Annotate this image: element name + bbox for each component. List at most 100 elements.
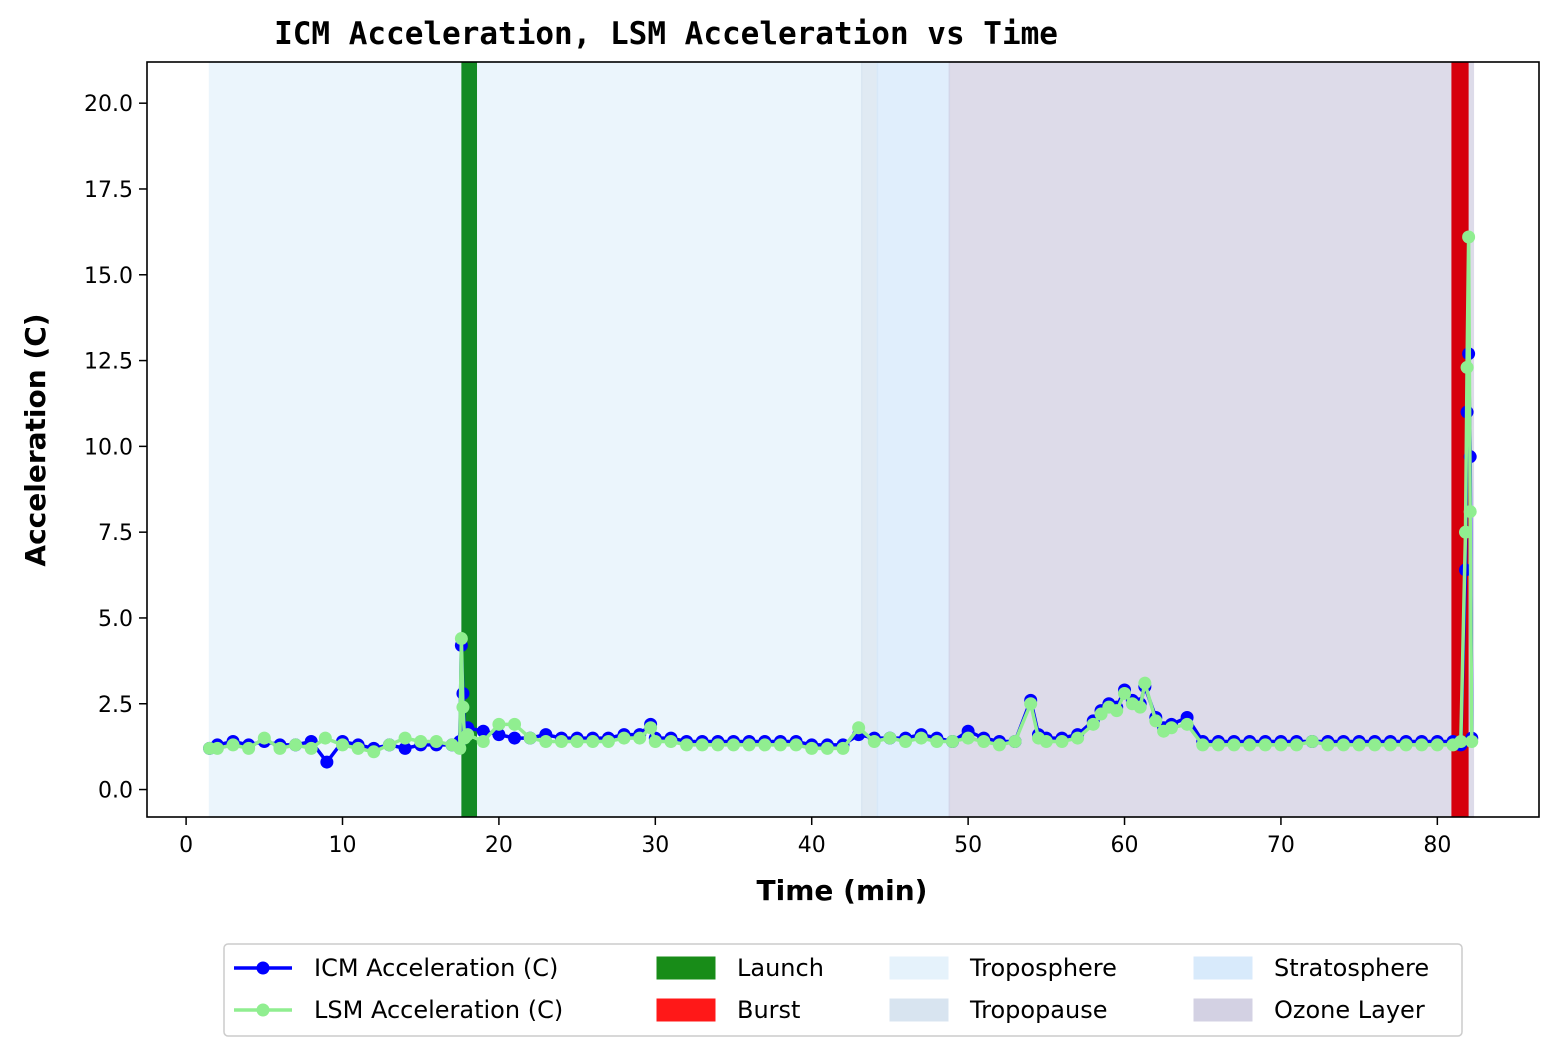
- series-point-lsm: [554, 735, 568, 748]
- legend-label-tropopause: Tropopause: [969, 996, 1108, 1024]
- series-point-lsm: [742, 738, 756, 752]
- series-point-lsm: [1454, 735, 1468, 748]
- x-tick-label: 60: [1111, 833, 1139, 858]
- y-tick-label: 10.0: [84, 435, 133, 460]
- series-point-lsm: [289, 738, 303, 752]
- series-point-lsm: [336, 738, 350, 752]
- region-stratosphere: [876, 61, 951, 818]
- series-point-lsm: [414, 735, 428, 748]
- series-point-lsm: [454, 632, 468, 646]
- series-point-lsm: [1368, 738, 1382, 752]
- series-point-lsm: [304, 741, 318, 755]
- series-point-lsm: [695, 738, 709, 752]
- series-point-lsm: [1290, 738, 1304, 752]
- series-point-lsm: [1243, 738, 1257, 752]
- legend-swatch-stratosphere: [1193, 956, 1253, 980]
- x-tick-label: 30: [641, 833, 669, 858]
- series-point-lsm: [570, 735, 584, 748]
- series-point-lsm: [711, 738, 725, 752]
- series-point-lsm: [210, 741, 224, 755]
- x-tick-label: 70: [1267, 833, 1295, 858]
- series-point-lsm: [1274, 738, 1288, 752]
- legend-swatch-troposphere: [889, 956, 949, 980]
- series-point-lsm: [1258, 738, 1272, 752]
- series-point-lsm: [867, 735, 881, 748]
- legend-label-ozone-layer: Ozone Layer: [1274, 996, 1425, 1024]
- series-point-lsm: [945, 735, 959, 748]
- series-point-lsm: [1118, 686, 1132, 700]
- x-tick-label: 50: [954, 833, 982, 858]
- series-point-icm: [476, 724, 490, 738]
- series-point-lsm: [914, 731, 928, 745]
- chart-title: ICM Acceleration, LSM Acceleration vs Ti…: [274, 16, 1058, 52]
- x-axis-label: Time (min): [757, 874, 928, 907]
- series-point-lsm: [1055, 735, 1069, 748]
- series-point-lsm: [1180, 717, 1194, 731]
- series-point-lsm: [836, 741, 850, 755]
- series-point-lsm: [242, 741, 256, 755]
- region-ozone-layer: [948, 61, 1475, 818]
- series-point-lsm: [1336, 738, 1350, 752]
- series-point-lsm: [852, 721, 866, 735]
- series-point-lsm: [1430, 738, 1444, 752]
- y-tick-label: 2.5: [98, 693, 133, 718]
- series-point-icm: [398, 741, 412, 755]
- series-point-lsm: [1227, 738, 1241, 752]
- legend-swatch-burst: [656, 998, 716, 1022]
- series-point-lsm: [429, 735, 443, 748]
- legend-swatch-tropopause: [889, 998, 949, 1022]
- legend-swatch-launch: [656, 956, 716, 980]
- series-point-lsm: [318, 731, 332, 745]
- series-point-lsm: [226, 738, 240, 752]
- series-point-lsm: [1321, 738, 1335, 752]
- legend-marker-icm-acceleration-c: [256, 961, 270, 975]
- series-point-lsm: [508, 717, 522, 731]
- legend-label-burst: Burst: [737, 996, 800, 1024]
- series-point-lsm: [1086, 717, 1100, 731]
- series-point-lsm: [456, 700, 470, 714]
- y-tick-label: 20.0: [84, 92, 133, 117]
- series-point-lsm: [1458, 525, 1472, 539]
- series-point-lsm: [1039, 735, 1053, 748]
- y-tick-label: 0.0: [98, 779, 133, 804]
- series-point-lsm: [453, 741, 467, 755]
- legend-label-stratosphere: Stratosphere: [1274, 954, 1429, 982]
- series-point-lsm: [883, 731, 897, 745]
- series-point-lsm: [1138, 676, 1152, 690]
- series-point-lsm: [1463, 505, 1477, 519]
- series-point-lsm: [992, 738, 1006, 752]
- x-tick-label: 0: [179, 833, 193, 858]
- series-point-lsm: [977, 735, 991, 748]
- series-point-icm: [492, 728, 506, 742]
- y-tick-label: 5.0: [98, 607, 133, 632]
- series-point-lsm: [398, 731, 412, 745]
- series-point-lsm: [727, 738, 741, 752]
- series-point-lsm: [680, 738, 694, 752]
- legend-marker-lsm-acceleration-c: [256, 1003, 270, 1017]
- y-tick-label: 12.5: [84, 350, 133, 375]
- series-point-lsm: [899, 735, 913, 748]
- region-troposphere: [208, 61, 863, 818]
- series-point-lsm: [601, 735, 615, 748]
- series-point-lsm: [1071, 731, 1085, 745]
- series-point-lsm: [617, 731, 631, 745]
- series-point-lsm: [1024, 697, 1038, 711]
- series-point-lsm: [820, 741, 834, 755]
- series-layer: [203, 230, 1479, 769]
- series-point-lsm: [492, 717, 506, 731]
- series-point-lsm: [1352, 738, 1366, 752]
- series-point-lsm: [351, 741, 365, 755]
- series-point-lsm: [1196, 738, 1210, 752]
- series-point-lsm: [1415, 738, 1429, 752]
- y-tick-label: 17.5: [84, 178, 133, 203]
- y-tick-label: 7.5: [98, 521, 133, 546]
- series-point-lsm: [461, 728, 475, 742]
- series-point-lsm: [1460, 360, 1474, 374]
- y-axis: 0.0 2.5 5.0 7.5 10.0 12.5 15.0 17.5 20.0: [84, 92, 147, 804]
- series-point-lsm: [1008, 735, 1022, 748]
- legend: ICM Acceleration (C) LSM Acceleration (C)…: [223, 943, 1463, 1037]
- series-point-lsm: [633, 731, 647, 745]
- series-point-lsm: [1305, 735, 1319, 748]
- x-axis: 0 10 20 30 40 50 60 70 80: [179, 817, 1451, 858]
